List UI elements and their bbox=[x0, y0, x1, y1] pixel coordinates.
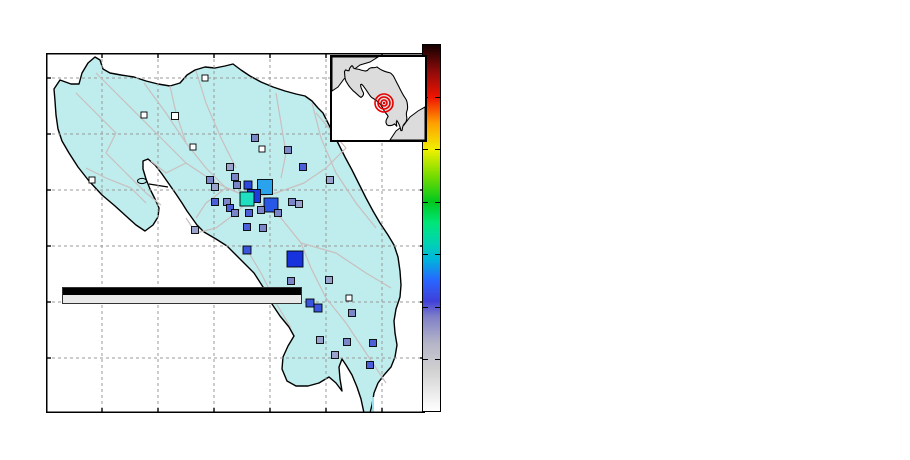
station-marker bbox=[239, 191, 255, 207]
station-marker bbox=[348, 309, 356, 317]
station-marker bbox=[295, 200, 303, 208]
colorbar-tick bbox=[423, 306, 428, 308]
costa-rica-landmass bbox=[53, 56, 402, 413]
station-marker bbox=[201, 74, 209, 82]
epicenter-dot bbox=[382, 101, 386, 105]
station-marker bbox=[274, 209, 282, 217]
colorbar-tick bbox=[423, 149, 428, 151]
station-marker bbox=[288, 198, 296, 206]
road bbox=[311, 102, 377, 229]
station-marker bbox=[226, 204, 234, 212]
road bbox=[143, 82, 252, 199]
epicenter-inset-map bbox=[330, 55, 427, 142]
intensity-legend bbox=[62, 287, 302, 304]
colorbar-tick bbox=[435, 96, 440, 98]
station-marker bbox=[325, 276, 333, 284]
station-marker bbox=[211, 183, 219, 191]
station-marker bbox=[345, 294, 353, 302]
intensity-legend-title bbox=[63, 288, 301, 295]
station-marker bbox=[233, 181, 241, 189]
station-marker bbox=[263, 197, 279, 213]
station-marker bbox=[189, 143, 197, 151]
station-marker bbox=[316, 336, 324, 344]
road bbox=[195, 70, 237, 169]
colorbar-tick bbox=[435, 254, 440, 256]
station-marker bbox=[171, 112, 179, 120]
colorbar-tick bbox=[435, 201, 440, 203]
colorbar-tick bbox=[435, 306, 440, 308]
station-marker bbox=[287, 277, 295, 285]
epicenter-ring bbox=[374, 93, 394, 113]
road bbox=[75, 92, 117, 154]
station-marker bbox=[313, 303, 323, 313]
station-marker bbox=[257, 179, 273, 195]
road bbox=[195, 187, 227, 219]
colorbar-tick bbox=[423, 254, 428, 256]
station-marker bbox=[243, 223, 251, 231]
station-marker bbox=[251, 134, 259, 142]
station-marker bbox=[305, 298, 315, 308]
station-marker bbox=[140, 111, 148, 119]
road bbox=[105, 152, 162, 206]
station-marker bbox=[326, 176, 334, 184]
station-marker bbox=[242, 245, 252, 255]
station-marker bbox=[191, 226, 199, 234]
gulf-island bbox=[137, 177, 147, 185]
station-marker bbox=[331, 351, 339, 359]
road bbox=[150, 160, 187, 174]
station-marker bbox=[206, 176, 214, 184]
station-marker bbox=[231, 173, 239, 181]
station-marker bbox=[369, 339, 377, 347]
colorbar-tick bbox=[423, 359, 428, 361]
station-marker bbox=[258, 145, 266, 153]
colorbar-tick bbox=[435, 149, 440, 151]
station-marker bbox=[366, 361, 374, 369]
station-marker bbox=[243, 180, 253, 190]
station-marker bbox=[231, 209, 239, 217]
station-marker bbox=[211, 198, 219, 206]
colorbar-tick bbox=[423, 201, 428, 203]
station-marker bbox=[257, 206, 265, 214]
colorbar-tick bbox=[435, 359, 440, 361]
station-marker bbox=[88, 176, 96, 184]
road bbox=[275, 92, 287, 179]
station-marker bbox=[284, 146, 292, 154]
station-marker bbox=[286, 250, 304, 268]
epicenter-ring bbox=[380, 99, 388, 107]
road bbox=[300, 242, 392, 289]
intensity-legend-body bbox=[63, 295, 301, 303]
station-marker bbox=[259, 224, 267, 232]
road bbox=[95, 72, 252, 199]
station-marker bbox=[299, 163, 307, 171]
road bbox=[85, 167, 147, 204]
station-marker bbox=[245, 209, 253, 217]
road bbox=[250, 197, 387, 384]
epicenter-ring bbox=[377, 96, 391, 110]
station-marker bbox=[343, 338, 351, 346]
station-marker bbox=[226, 163, 234, 171]
